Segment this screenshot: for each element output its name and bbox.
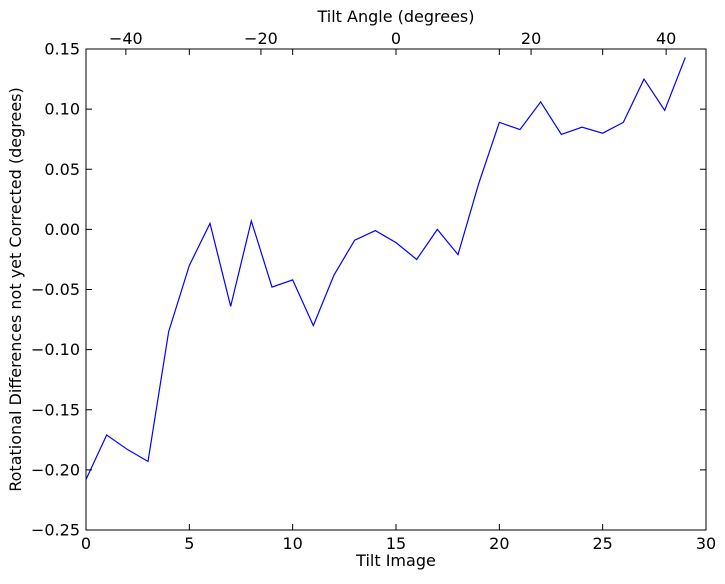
series-line [85, 57, 686, 480]
top-x-axis-ticks: −40 −20 0 20 40 [109, 29, 676, 55]
bottom-x-axis-ticks: 0 5 10 15 20 25 30 [81, 49, 716, 553]
y-tick-label: 0.10 [44, 100, 80, 119]
top-x-axis-label: Tilt Angle (degrees) [316, 7, 474, 26]
y-axis-label: Rotational Differences not yet Corrected… [6, 87, 25, 492]
y-tick-label: 0.15 [44, 40, 80, 59]
x-tick-label: 0 [81, 534, 91, 553]
y-tick-label: −0.05 [31, 280, 80, 299]
x-axis-label: Tilt Image [355, 551, 436, 570]
plot-area-background [86, 49, 706, 530]
top-x-tick-label: −40 [109, 29, 143, 48]
x-tick-label: 15 [386, 534, 406, 553]
top-x-tick-label: 20 [521, 29, 541, 48]
x-tick-label: 10 [282, 534, 302, 553]
top-x-tick-label: 0 [391, 29, 401, 48]
y-tick-label: −0.25 [31, 521, 80, 540]
y-tick-label: 0.00 [44, 220, 80, 239]
x-tick-label: 30 [696, 534, 716, 553]
x-tick-label: 5 [184, 534, 194, 553]
plot-frame [85, 48, 707, 531]
top-x-tick-label: −20 [244, 29, 278, 48]
top-x-tick-label: 40 [656, 29, 676, 48]
y-tick-label: −0.20 [31, 460, 80, 479]
left-y-axis-ticks: −0.25 −0.20 −0.15 −0.10 −0.05 0.00 0.05 0.10 0.1… [31, 40, 706, 540]
y-tick-label: −0.15 [31, 400, 80, 419]
x-tick-label: 25 [592, 534, 612, 553]
y-tick-label: −0.10 [31, 340, 80, 359]
x-tick-label: 20 [489, 534, 509, 553]
y-tick-label: 0.05 [44, 160, 80, 179]
